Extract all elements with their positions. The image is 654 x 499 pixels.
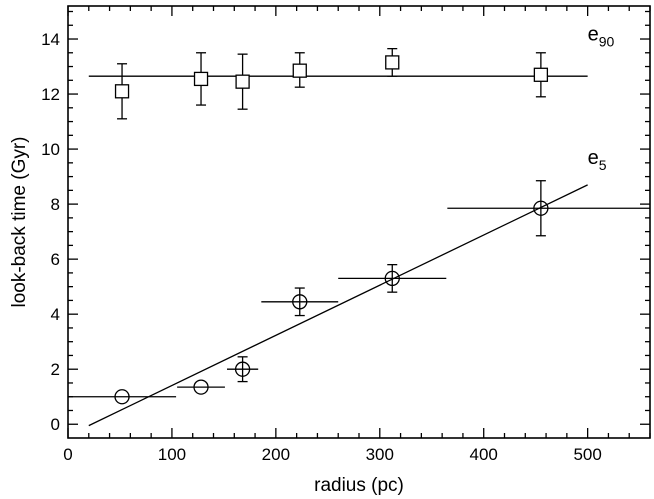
- data-point-square: [533, 67, 549, 82]
- data-point-square: [292, 63, 307, 78]
- y-tick-label: 10: [41, 140, 60, 159]
- x-tick-label: 300: [366, 445, 394, 464]
- x-axis-title: radius (pc): [314, 475, 404, 496]
- series-label-square: e90: [588, 23, 615, 49]
- data-point-square: [193, 71, 209, 87]
- y-tick-label: 4: [51, 305, 60, 324]
- data-point-square: [235, 74, 250, 89]
- data-point-circle: [384, 270, 400, 287]
- x-tick-label: 0: [63, 445, 72, 464]
- data-point-circle: [292, 294, 308, 310]
- y-tick-label: 12: [41, 85, 60, 104]
- data-point-circle: [114, 389, 130, 405]
- y-tick-label: 6: [51, 250, 60, 269]
- data-point-circle: [234, 361, 251, 377]
- series-label-circle: e5: [588, 147, 607, 173]
- y-tick-label: 0: [51, 415, 60, 434]
- data-point-square: [114, 84, 130, 99]
- y-tick-label: 14: [41, 30, 60, 49]
- data-point-circle: [193, 379, 209, 395]
- x-tick-label: 400: [470, 445, 498, 464]
- x-tick-label: 100: [158, 445, 186, 464]
- y-axis-title: look-back time (Gyr): [9, 136, 30, 307]
- data-point-circle: [533, 200, 549, 216]
- y-tick-label: 2: [51, 360, 60, 379]
- x-tick-label: 200: [262, 445, 290, 464]
- y-tick-label: 8: [51, 195, 60, 214]
- plot-frame: [67, 5, 651, 439]
- data-point-square: [385, 55, 400, 70]
- fit-line-circle: [88, 184, 588, 427]
- x-tick-label: 500: [573, 445, 601, 464]
